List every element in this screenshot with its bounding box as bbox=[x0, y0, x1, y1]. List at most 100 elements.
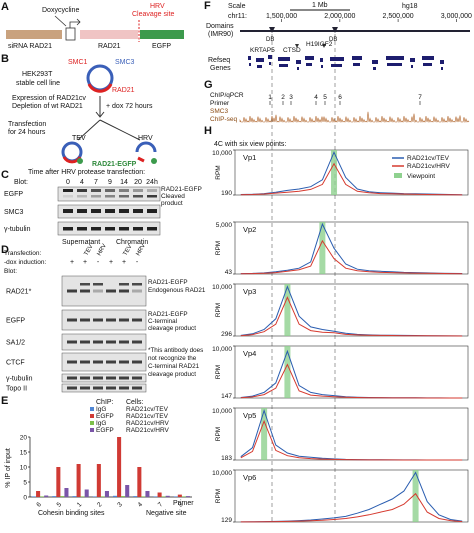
bar bbox=[92, 496, 97, 497]
label: γ-tubulin bbox=[6, 376, 33, 383]
bar bbox=[100, 496, 105, 497]
y-axis-label: RPM bbox=[215, 241, 222, 255]
panel-letter: C bbox=[1, 169, 9, 181]
label: Supernatant bbox=[62, 239, 100, 246]
x-tick-label: 2,000,000 bbox=[324, 13, 355, 20]
bar bbox=[137, 467, 142, 497]
bar bbox=[133, 496, 138, 497]
legend-swatch bbox=[90, 428, 94, 432]
band bbox=[63, 209, 73, 213]
y-tick-label: 43 bbox=[225, 269, 233, 276]
gene bbox=[330, 57, 344, 61]
label: - bbox=[136, 259, 139, 266]
label: SMC1 bbox=[68, 59, 88, 66]
rad21-arc bbox=[87, 83, 113, 93]
panel-letter: G bbox=[204, 79, 213, 91]
label: Genes bbox=[210, 65, 231, 72]
band bbox=[93, 360, 103, 364]
bar bbox=[121, 496, 126, 497]
panel-letter: F bbox=[204, 0, 211, 12]
bar bbox=[117, 437, 122, 497]
band bbox=[63, 227, 73, 231]
egfp-bar bbox=[140, 30, 184, 39]
label: 20 bbox=[134, 179, 142, 186]
trace bbox=[240, 471, 463, 523]
label: HRV bbox=[150, 3, 165, 10]
bar bbox=[185, 496, 190, 497]
gene bbox=[411, 65, 413, 68]
label: DB bbox=[266, 37, 274, 43]
bar bbox=[141, 496, 146, 497]
label: HRV bbox=[97, 243, 108, 257]
plot-frame bbox=[234, 221, 469, 275]
gene bbox=[331, 64, 342, 67]
label: + bbox=[109, 259, 113, 266]
gene bbox=[320, 58, 323, 62]
band bbox=[132, 283, 142, 286]
band bbox=[132, 386, 142, 390]
label: H19IGF2 bbox=[306, 41, 333, 48]
band bbox=[91, 189, 101, 192]
blot-box bbox=[61, 333, 147, 351]
arrow-split bbox=[77, 119, 141, 141]
y-axis-label: RPM bbox=[215, 165, 222, 179]
bar bbox=[44, 495, 49, 497]
band bbox=[147, 189, 157, 192]
label: - bbox=[97, 259, 100, 266]
bar bbox=[80, 496, 85, 497]
legend-label: RAD21cv/TEV bbox=[407, 155, 450, 162]
y-tick-label: 10,000 bbox=[212, 408, 232, 415]
rad21-bar bbox=[80, 30, 138, 39]
label: *This antibody does bbox=[148, 347, 203, 354]
label: EGFP bbox=[6, 318, 25, 325]
label: -dox induction: bbox=[4, 259, 46, 266]
gene bbox=[423, 63, 432, 66]
viewpoint bbox=[284, 284, 291, 336]
gene bbox=[248, 56, 251, 60]
egfp-dot bbox=[151, 158, 157, 164]
bar bbox=[76, 464, 81, 497]
legend-label: IgG bbox=[96, 420, 106, 427]
gene bbox=[279, 64, 288, 67]
x-tick-label: 8 bbox=[177, 501, 185, 509]
label: 1 bbox=[268, 94, 272, 101]
band bbox=[80, 360, 90, 364]
trace bbox=[240, 222, 463, 275]
legend-swatch bbox=[90, 407, 94, 411]
label: 0 bbox=[66, 179, 70, 186]
viewpoint bbox=[331, 150, 338, 195]
y-tick-label: 10,000 bbox=[212, 346, 232, 353]
gene bbox=[441, 67, 443, 70]
band bbox=[119, 189, 129, 192]
group-label: Cohesin binding sites bbox=[38, 510, 105, 517]
promoter-box bbox=[65, 27, 76, 41]
label: 24h bbox=[146, 179, 158, 186]
bar bbox=[145, 491, 150, 497]
bar bbox=[157, 492, 162, 497]
gene bbox=[306, 63, 312, 66]
chipseq-track bbox=[239, 111, 470, 124]
label: EGFP bbox=[152, 43, 171, 50]
bar bbox=[56, 467, 61, 497]
label: Time after HRV protease transfection: bbox=[28, 169, 145, 176]
label: RAD21-EGFP bbox=[148, 279, 188, 286]
band bbox=[132, 360, 142, 364]
label: C-terminal bbox=[148, 318, 177, 325]
band bbox=[93, 318, 103, 322]
y-tick-label: 147 bbox=[221, 393, 232, 400]
band bbox=[80, 289, 90, 293]
gene bbox=[257, 65, 262, 68]
panel-name: Vp5 bbox=[243, 411, 256, 420]
open-ring bbox=[135, 141, 157, 153]
label: HEK293T bbox=[22, 71, 53, 78]
band bbox=[93, 283, 103, 286]
label: RAD21 bbox=[112, 87, 135, 94]
viewpoint bbox=[261, 408, 268, 460]
legend-label: RAD21cv/HRV bbox=[407, 163, 451, 170]
label: 4 bbox=[314, 94, 318, 101]
band bbox=[63, 189, 73, 192]
band bbox=[80, 376, 90, 380]
y-tick-label: 0 bbox=[23, 495, 27, 502]
gene-marker bbox=[295, 44, 326, 48]
band bbox=[63, 195, 73, 198]
